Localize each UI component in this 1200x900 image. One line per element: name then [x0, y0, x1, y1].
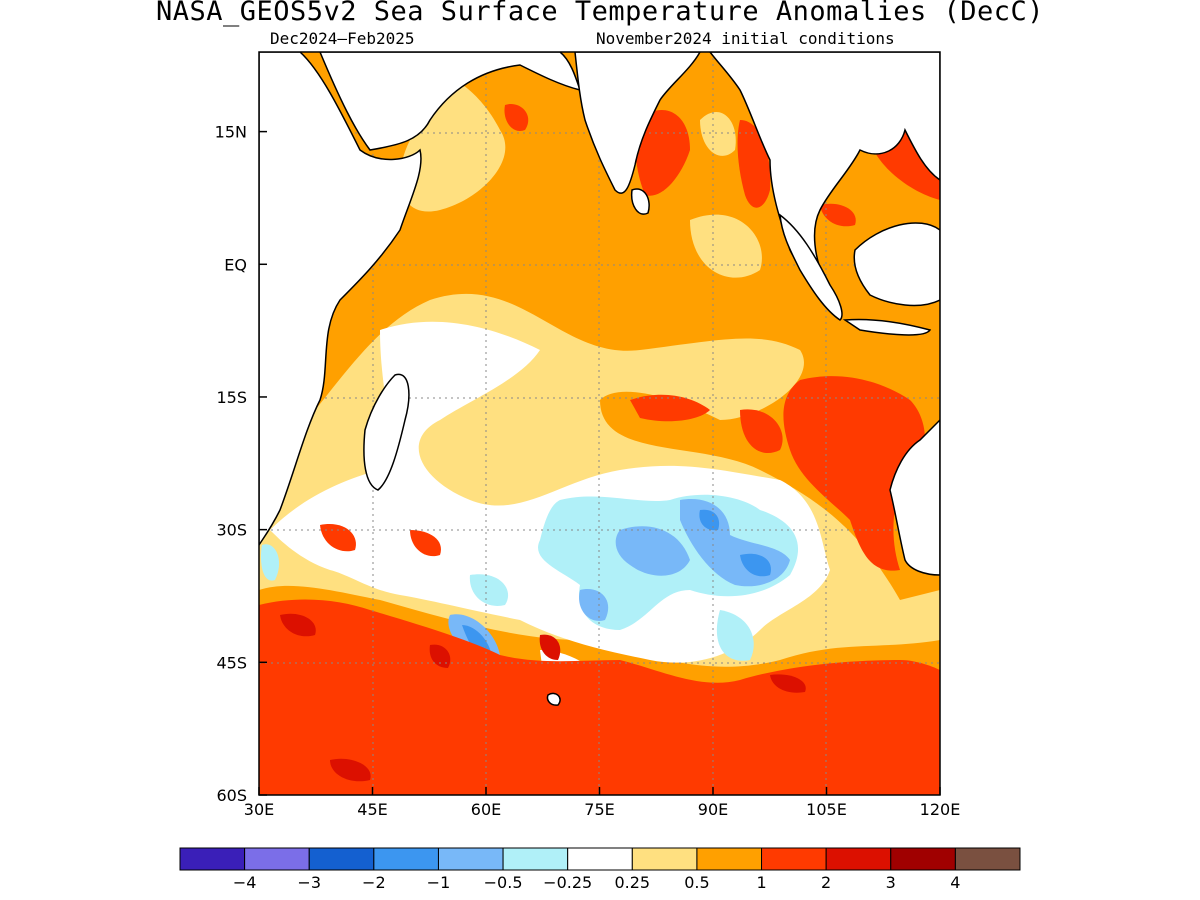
- anomaly-region-darkred: [280, 613, 316, 637]
- colorbar-swatch: [696, 847, 763, 871]
- colorbar-tick-label: −0.25: [543, 873, 592, 892]
- anomaly-region-darkred: [330, 758, 371, 782]
- latitude-axis: 15N EQ 15S 30S 45S 60S: [215, 123, 267, 805]
- colorbar-swatch: [825, 847, 892, 871]
- anomaly-region-red: [259, 599, 940, 795]
- lon-tick-label: 90E: [698, 800, 728, 819]
- india-landmass: [574, 52, 701, 194]
- java-landmass: [842, 318, 932, 336]
- anomaly-region-red: [410, 530, 441, 557]
- lon-tick-label: 105E: [806, 800, 847, 819]
- map-title: NASA_GEOS5v2 Sea Surface Temperature Ano…: [155, 0, 1045, 27]
- colorbar-swatch: [308, 847, 375, 871]
- colorbar-swatch: [954, 847, 1021, 871]
- colorbar-tick-label: 3: [886, 873, 896, 892]
- lon-tick-label: 75E: [584, 800, 614, 819]
- anomaly-region-blue: [699, 509, 720, 531]
- colorbar-swatch: [890, 847, 956, 871]
- grid-lines: [259, 52, 940, 795]
- anomaly-region-cyan: [260, 544, 280, 581]
- anomaly-region-red: [820, 203, 856, 227]
- colorbar-tick-label: −0.5: [484, 873, 523, 892]
- anomaly-region-red: [740, 409, 783, 454]
- lat-tick-label: 15N: [215, 123, 247, 142]
- anomaly-region-darkred: [539, 634, 561, 660]
- anomaly-region-red: [783, 376, 925, 571]
- colorbar-tick-label: 1: [756, 873, 766, 892]
- anomaly-region-yellow: [690, 214, 762, 278]
- africa-landmass: [259, 52, 422, 547]
- anomaly-region-darkred: [429, 644, 451, 668]
- colorbar-tick-label: 2: [821, 873, 831, 892]
- anomaly-region-cyan: [716, 610, 754, 661]
- colorbar-tick-label: 0.25: [614, 873, 650, 892]
- colorbar-swatch: [631, 847, 698, 871]
- lat-tick-label: 30S: [216, 521, 247, 540]
- australia-landmass: [889, 418, 940, 576]
- colorbar-swatch: [244, 847, 310, 871]
- sumatra-landmass: [779, 213, 843, 321]
- colorbar-swatch: [437, 847, 504, 871]
- anomaly-region-red: [504, 104, 529, 131]
- lat-tick-label: 45S: [216, 653, 247, 672]
- colorbar-tick-label: −1: [427, 873, 451, 892]
- lon-tick-label: 30E: [244, 800, 274, 819]
- anomaly-region-lightblue: [615, 526, 690, 576]
- anomaly-region-yellow: [700, 111, 736, 156]
- colorbar-tick-label: 4: [950, 873, 960, 892]
- colorbar-swatch: [761, 847, 827, 871]
- anomaly-region-blue: [740, 553, 771, 577]
- longitude-axis: 30E 45E 60E 75E 90E 105E 120E: [244, 787, 961, 819]
- land-masses: [259, 52, 940, 706]
- anomaly-region-red: [320, 524, 356, 552]
- colorbar-swatch: [502, 847, 569, 871]
- colorbar-swatch: [373, 847, 439, 871]
- anomaly-region-red: [635, 110, 690, 196]
- kerguelen-island: [546, 692, 561, 706]
- madagascar-landmass: [363, 373, 410, 491]
- borneo-landmass: [853, 222, 940, 307]
- lon-tick-label: 120E: [920, 800, 961, 819]
- anomaly-region-cyan: [469, 574, 509, 606]
- colorbar-swatch: [567, 847, 633, 871]
- anomaly-region-darkred: [770, 674, 806, 693]
- lat-tick-label: 15S: [216, 388, 247, 407]
- lon-tick-label: 45E: [357, 800, 387, 819]
- colorbar-tick-label: 0.5: [684, 873, 709, 892]
- forecast-period: Dec2024–Feb2025: [270, 29, 415, 48]
- anomaly-region-lightblue: [579, 589, 609, 621]
- sri-lanka-landmass: [630, 188, 650, 215]
- initial-conditions: November2024 initial conditions: [596, 29, 895, 48]
- colorbar-tick-label: −3: [297, 873, 321, 892]
- colorbar: −4 −3 −2 −1 −0.5 −0.25 0.25 0.5 1 2 3 4: [179, 847, 1021, 892]
- lat-tick-label: 60S: [216, 786, 247, 805]
- anomaly-region-red: [630, 394, 710, 422]
- lat-tick-label: EQ: [224, 255, 247, 274]
- lon-tick-label: 60E: [471, 800, 501, 819]
- colorbar-swatch: [179, 847, 246, 871]
- colorbar-tick-label: −4: [233, 873, 257, 892]
- colorbar-tick-label: −2: [362, 873, 386, 892]
